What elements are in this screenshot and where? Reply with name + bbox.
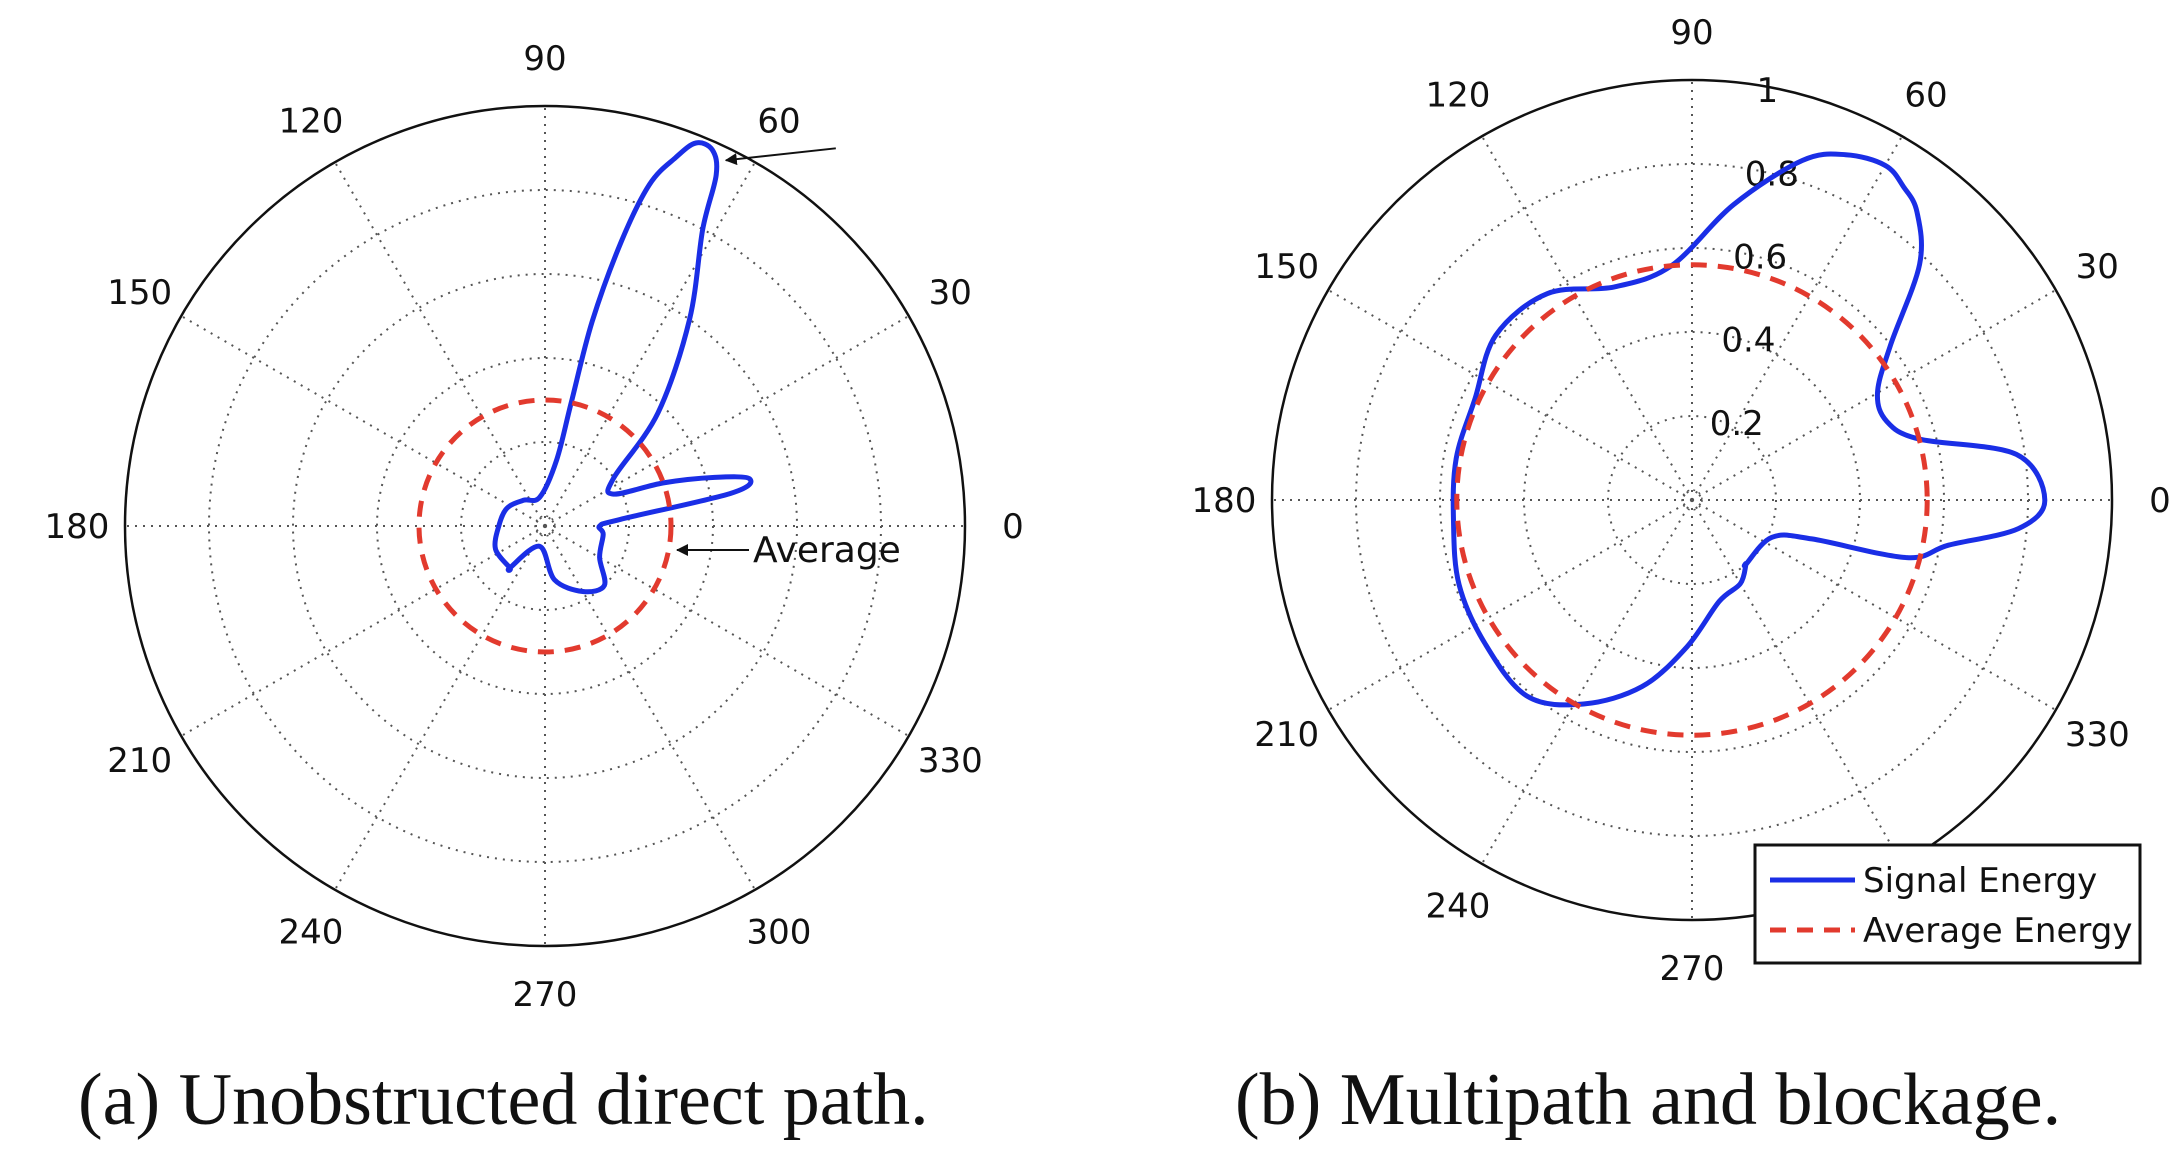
radial-grid-circle	[292, 273, 798, 779]
angle-tick-label: 240	[279, 912, 344, 952]
angle-spoke	[1691, 499, 1903, 865]
angle-spoke	[1327, 499, 1693, 711]
angle-tick-label: 60	[757, 102, 800, 142]
radial-tick-label: 0.4	[1721, 321, 1775, 361]
angle-spoke	[1691, 289, 2057, 501]
angle-tick-label: 150	[1254, 247, 1319, 287]
radial-grid-circle	[460, 441, 630, 611]
angle-spoke	[180, 315, 546, 527]
angle-spoke	[1481, 135, 1693, 501]
radial-tick-label: 1	[1756, 71, 1778, 111]
angle-tick-label: 0	[1002, 507, 1024, 547]
polar-plot-a: 0 30 60 90 120 150 180 210 240 270 300 330 Average	[45, 39, 1024, 1015]
angle-spoke	[1481, 499, 1693, 865]
angle-tick-label: 270	[513, 975, 578, 1015]
series-signal-curve	[492, 140, 754, 595]
radial-tick-label: 0.6	[1733, 237, 1787, 277]
angle-tick-label: 120	[1426, 76, 1491, 116]
series-average-circle	[1454, 262, 1930, 738]
radial-grid-circle	[1607, 415, 1777, 585]
caption-b: (b) Multipath and blockage.	[1235, 1059, 2062, 1141]
polar-plot-b: 03060901201501802102402703003300.20.40.6…	[1192, 13, 2171, 989]
angle-tick-label: 270	[1660, 949, 1725, 989]
angle-tick-label: 0	[2149, 481, 2171, 521]
angle-tick-label: 330	[918, 741, 983, 781]
angle-spoke	[180, 525, 546, 737]
angle-spoke	[1327, 289, 1693, 501]
angle-spoke	[1691, 135, 1903, 501]
legend-entry-label: Average Energy	[1863, 911, 2132, 951]
caption-a: (a) Unobstructed direct path.	[78, 1059, 929, 1141]
series-signal-curve	[1450, 151, 2048, 708]
average-annotation-label: Average	[753, 530, 901, 571]
angle-tick-label: 210	[107, 741, 172, 781]
angle-tick-label: 90	[1670, 13, 1713, 53]
angle-spoke	[544, 315, 910, 527]
polar-outer-circle	[1270, 78, 2114, 922]
peak-annotation-arrow	[724, 147, 836, 166]
angle-spoke	[544, 525, 910, 737]
polar-outer-circle	[123, 104, 967, 948]
radial-grid-circle	[1439, 247, 1945, 753]
angle-tick-label: 30	[929, 273, 972, 313]
legend-entry-label: Signal Energy	[1863, 861, 2097, 901]
angle-tick-label: 210	[1254, 715, 1319, 755]
angle-tick-label: 180	[1192, 481, 1257, 521]
angle-tick-label: 240	[1426, 886, 1491, 926]
angle-spoke	[334, 161, 546, 527]
angle-tick-label: 60	[1904, 76, 1947, 116]
angle-tick-label: 150	[107, 273, 172, 313]
series-average-circle	[416, 397, 674, 655]
radial-tick-label: 0.2	[1710, 404, 1764, 444]
angle-tick-label: 300	[747, 912, 812, 952]
angle-spoke	[1691, 499, 2057, 711]
angle-spoke	[544, 525, 756, 891]
angle-spoke	[334, 525, 546, 891]
angle-tick-label: 330	[2065, 715, 2130, 755]
legend-box	[1753, 843, 2142, 965]
angle-spoke	[544, 161, 756, 527]
angle-tick-label: 90	[523, 39, 566, 79]
angle-tick-label: 30	[2076, 247, 2119, 287]
angle-tick-label: 120	[279, 102, 344, 142]
angle-tick-label: 180	[45, 507, 110, 547]
